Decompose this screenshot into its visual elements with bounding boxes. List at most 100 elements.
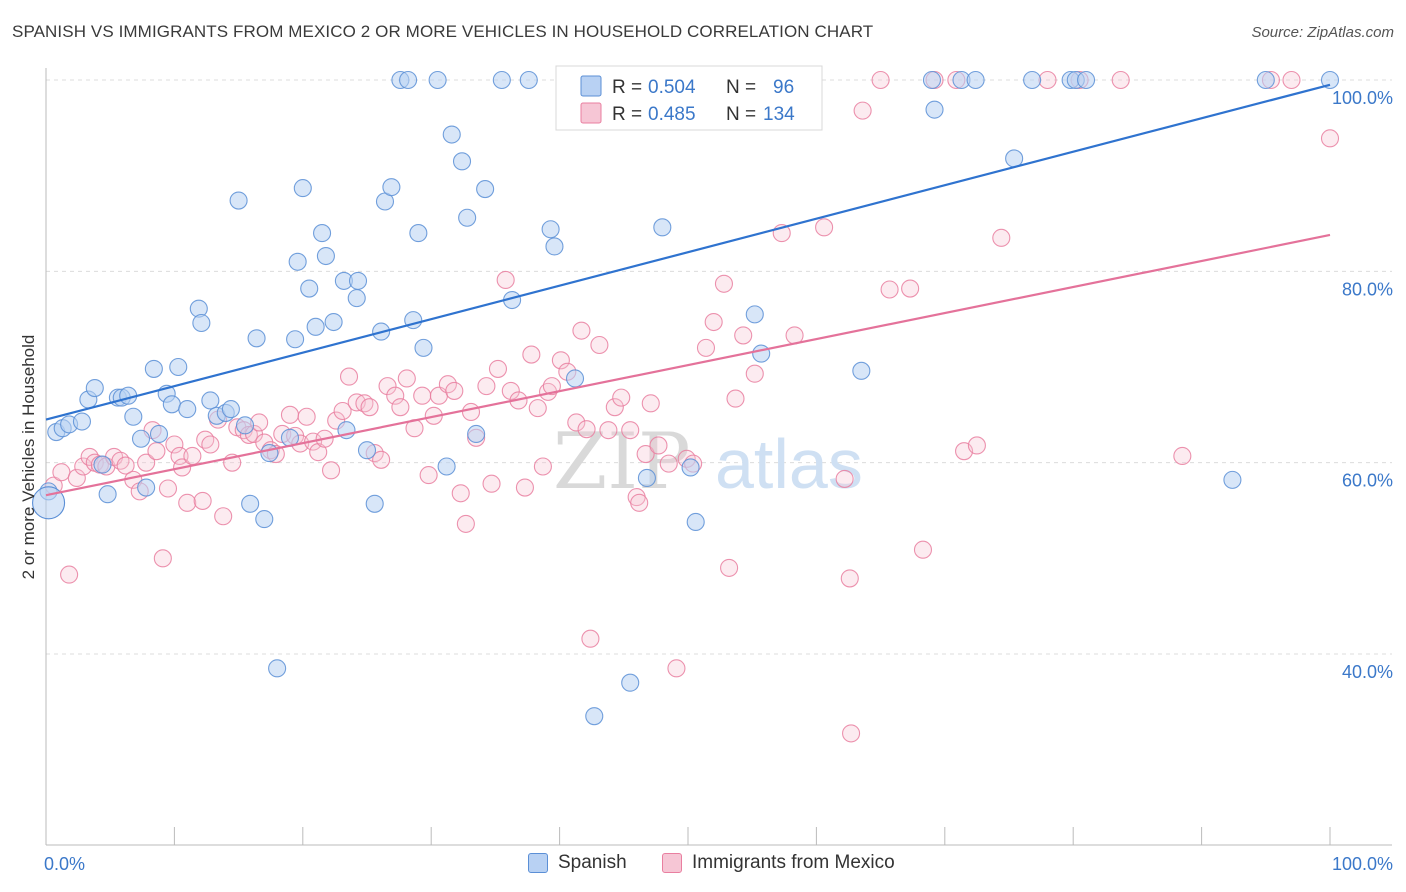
mexico-point [413,386,432,405]
mexico-point [165,435,184,454]
mexico-point [438,375,457,394]
spanish-point [382,178,401,197]
mexico-point [1038,70,1057,90]
spanish-point [162,395,181,414]
mexico-point [835,469,854,488]
mexico-point [599,421,618,440]
spanish-point [653,218,672,237]
spanish-point [300,279,319,298]
spanish-point [324,312,343,332]
mexico-point [153,549,172,568]
mexico-point [137,453,156,472]
spanish-point [268,659,287,678]
spanish-point [348,271,368,290]
mexico-point [419,466,438,485]
mexico-point [515,478,534,497]
mexico-point [67,468,86,488]
spanish-point [221,400,240,419]
spanish-point [72,412,92,431]
spanish-point [437,457,456,476]
legend-swatch-mexico [580,102,602,124]
spanish-point [519,70,538,90]
spanish-point [852,361,871,380]
mexico-point [967,436,986,455]
mexico-point [391,398,410,417]
spanish-point [293,179,312,198]
mexico-point [170,446,189,466]
legend-swatch-spanish [580,75,602,97]
mexico-point [451,484,470,503]
mexico-point [871,70,890,90]
spanish-point [229,191,248,210]
mexico-point [590,335,609,355]
spanish-point [399,70,418,90]
axes [45,68,1392,846]
mexico-point [333,401,352,421]
spanish-point [458,208,477,227]
spanish-point [85,378,104,398]
spanish-point [545,237,564,256]
legend-item-spanish: Spanish [528,852,627,874]
spanish-point [316,246,335,266]
mexico-point [577,420,596,439]
x-tick-label: 100.0% [1332,854,1393,874]
spanish-point [178,400,197,419]
mexico-point [111,451,130,470]
spanish-point [637,468,656,488]
spanish-point [1076,70,1096,90]
legend-r-label-spanish: R = [612,77,642,98]
spanish-point [428,70,447,90]
trendline-spanish [45,83,1331,421]
mexico-point [726,389,745,408]
mexico-point [147,442,166,461]
mexico-point [522,345,541,364]
spanish-point [235,416,255,435]
legend-swatch-mexico-bottom [662,853,682,873]
spanish-point [137,478,156,497]
mexico-point [52,463,71,482]
mexico-point [630,493,649,512]
spanish-point [922,70,942,90]
mexico-point [158,479,178,498]
mexico-point [1111,70,1130,90]
mexico-point [445,381,464,400]
spanish-point [260,444,279,463]
spanish-point [255,510,274,529]
mexico-point [992,228,1011,247]
spanish-point [492,70,511,90]
mexico-point [605,398,624,417]
y-axis-title: 2 or more Vehicles in Household [19,335,38,580]
mexico-point [178,493,197,512]
legend-n-label-spanish: N = [726,77,756,98]
spanish-point [241,494,260,513]
mexico-point [734,326,753,345]
mexico-point [501,381,520,400]
mexico-point [641,394,660,413]
mexico-point [612,388,631,407]
legend-r-value-spanish: 0.504 [648,77,696,98]
series-spanish-points [32,70,1340,726]
mexico-point [842,724,861,743]
chart-source: Source: ZipAtlas.com [1251,24,1394,41]
legend-swatch-spanish-bottom [528,853,548,873]
spanish-point [131,429,151,448]
mexico-point [696,338,716,357]
mexico-point [1173,446,1192,466]
mexico-point [360,398,379,417]
mexico-point [840,569,859,588]
mexico-point [372,450,391,469]
mexico-point [297,407,316,426]
spanish-point [1223,470,1242,489]
mexico-point [533,457,552,476]
spanish-point [247,329,266,348]
spanish-point [169,357,188,377]
legend-r-label-mexico: R = [612,104,642,125]
spanish-point [621,673,640,692]
trendline-mexico [45,233,1331,497]
gridlines [46,79,1392,655]
spanish-point [192,313,211,333]
mexico-point [636,445,655,464]
mexico-point [488,359,508,378]
mexico-point [542,377,561,396]
mexico-point [386,386,405,405]
